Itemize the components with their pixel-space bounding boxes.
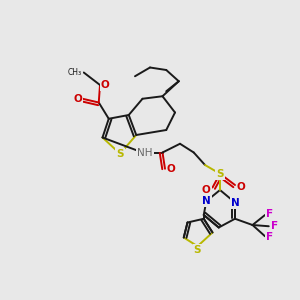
Text: O: O [202,185,211,195]
Text: S: S [194,245,201,255]
Text: F: F [266,209,274,219]
Text: O: O [237,182,246,193]
Text: NH: NH [137,148,153,158]
Text: N: N [202,196,211,206]
Text: S: S [216,169,224,179]
Text: F: F [272,221,279,231]
Text: N: N [231,197,239,208]
Text: O: O [73,94,82,104]
Text: O: O [100,80,109,90]
Text: O: O [167,164,176,174]
Text: S: S [116,149,124,159]
Text: F: F [266,232,274,242]
Text: CH₃: CH₃ [68,68,82,77]
